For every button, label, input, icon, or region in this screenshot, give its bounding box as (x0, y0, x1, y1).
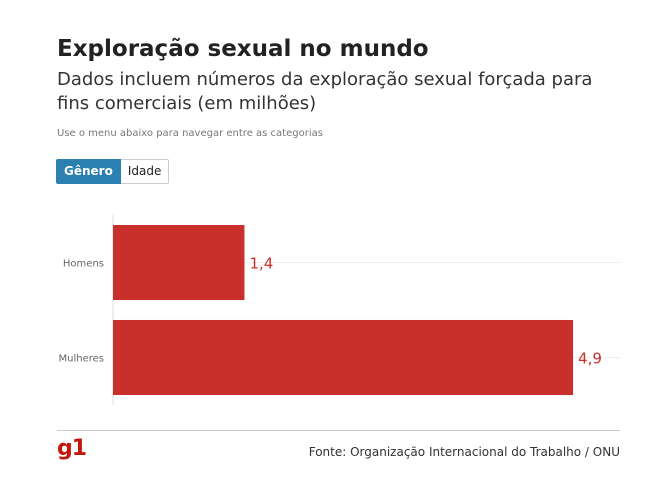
bar-mulheres (113, 319, 574, 396)
tick-label-mulheres: Mulheres (59, 354, 105, 365)
instruction-text: Use o menu abaixo para navegar entre as … (57, 128, 323, 139)
bar-homens (113, 224, 245, 301)
tab-genero[interactable]: Gênero (56, 159, 121, 184)
footer-divider (57, 430, 620, 431)
g1-logo: g1 (57, 436, 87, 461)
value-label-mulheres: 4,9 (578, 350, 602, 368)
tab-idade[interactable]: Idade (120, 159, 170, 184)
chart-title: Exploração sexual no mundo (57, 36, 429, 62)
source-text: Fonte: Organização Internacional do Trab… (308, 445, 620, 459)
tick-label-homens: Homens (63, 259, 104, 270)
value-label-homens: 1,4 (249, 255, 273, 273)
category-tabs: Gênero Idade (56, 159, 170, 184)
chart-subtitle: Dados incluem números da exploração sexu… (57, 69, 593, 114)
